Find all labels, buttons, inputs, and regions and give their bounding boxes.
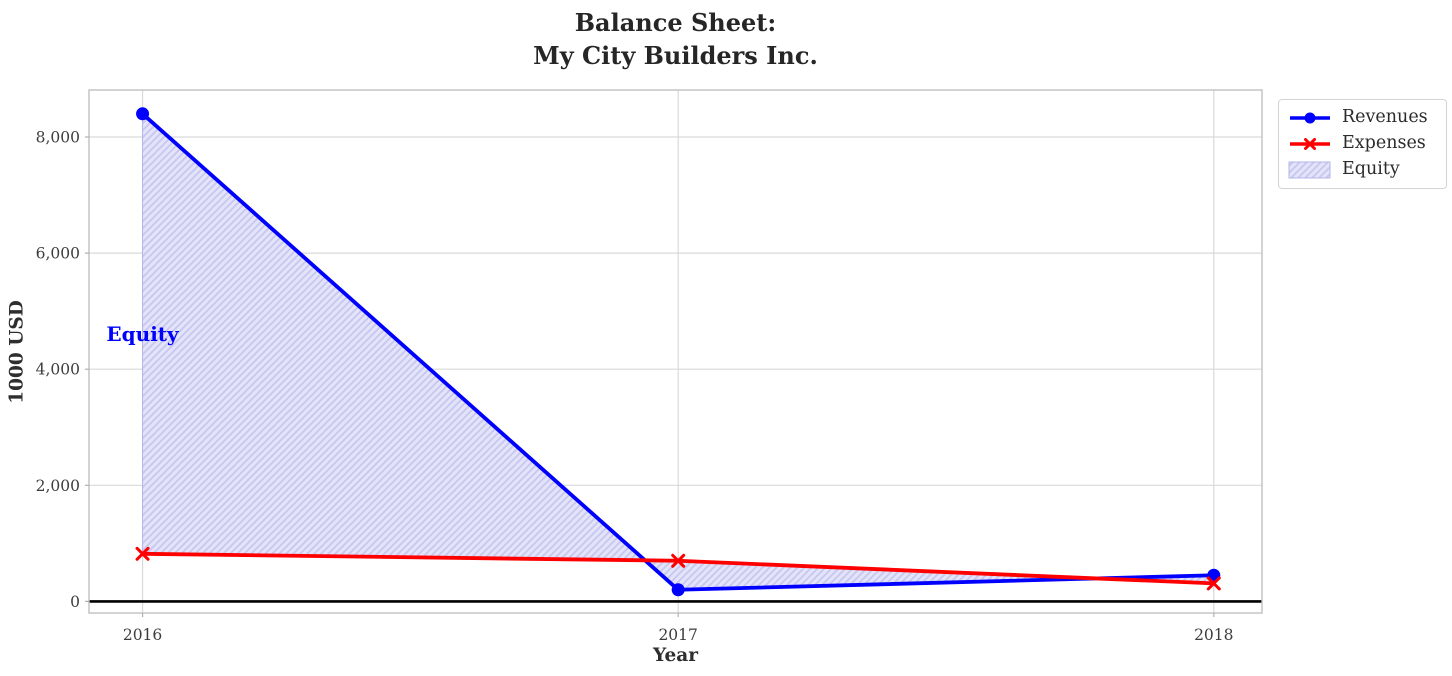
data-point-marker	[1304, 112, 1316, 124]
y-tick-label: 0	[70, 593, 80, 611]
legend-item-equity: Equity	[1288, 160, 1437, 180]
data-point-marker	[671, 553, 686, 568]
axes-frame	[88, 89, 1263, 614]
x-tick-label: 2018	[1194, 626, 1233, 644]
y-axis-label: 1000 USD	[6, 300, 28, 404]
revenues-series	[136, 107, 1221, 597]
legend-swatch-revenues	[1290, 112, 1330, 124]
legend-item-revenues: Revenues	[1288, 108, 1437, 128]
data-point-marker	[135, 546, 150, 561]
y-tick-label: 4,000	[36, 361, 80, 379]
expenses-series	[135, 546, 1221, 591]
data-point-marker	[671, 583, 685, 597]
chart-title: Balance Sheet: My City Builders Inc.	[533, 8, 818, 70]
data-point-marker	[1304, 138, 1316, 150]
legend: Revenues Expenses Equity	[1278, 99, 1447, 189]
legend-label-expenses: Expenses	[1342, 133, 1426, 154]
legend-item-expenses: Expenses	[1288, 134, 1437, 154]
legend-label-revenues: Revenues	[1342, 107, 1428, 128]
legend-label-equity: Equity	[1342, 159, 1400, 180]
data-point-marker	[136, 107, 150, 121]
x-tick-label: 2017	[658, 626, 697, 644]
y-tick-label: 2,000	[36, 477, 80, 495]
y-tick-label: 6,000	[36, 245, 80, 263]
legend-swatch-expenses	[1290, 138, 1330, 150]
x-tick-label: 2016	[123, 626, 162, 644]
y-tick-label: 8,000	[36, 129, 80, 147]
x-axis-label: Year	[652, 645, 699, 666]
equity-annotation: Equity	[106, 322, 179, 347]
data-point-marker	[1206, 576, 1221, 591]
legend-swatch-equity	[1288, 161, 1331, 179]
